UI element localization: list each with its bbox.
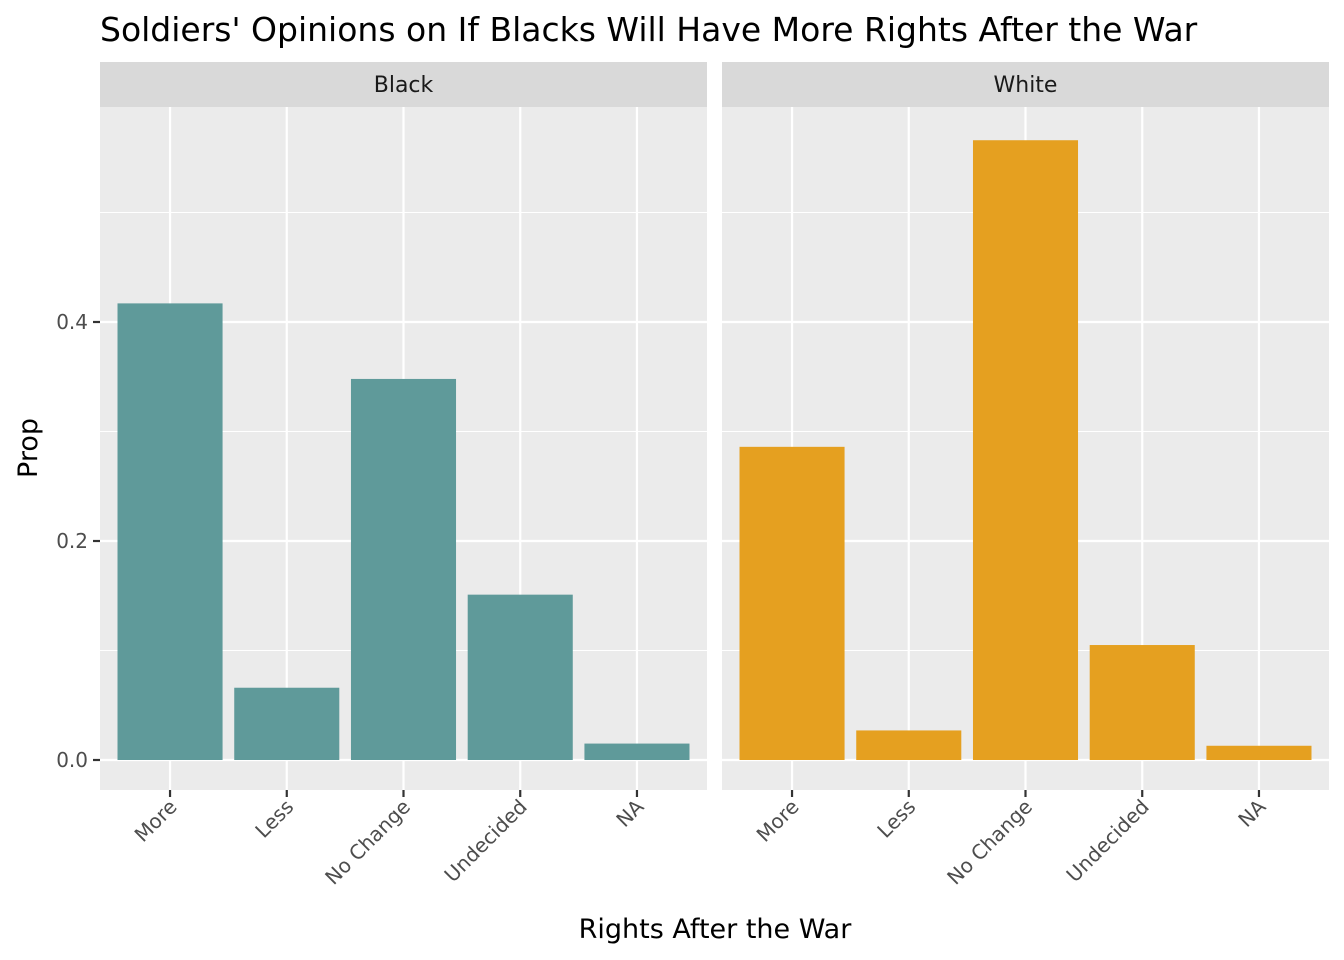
y-axis-title: Prop	[13, 418, 44, 478]
bar-black-na	[584, 743, 690, 760]
x-tick-label: NA	[1233, 794, 1270, 831]
y-axis: 0.0 0.2 0.4	[56, 310, 100, 772]
x-tick-label: NA	[611, 794, 648, 831]
strip-label-white: White	[994, 73, 1058, 98]
bar-white-more	[739, 446, 845, 760]
x-axis-title: Rights After the War	[579, 914, 853, 945]
bar-white-less	[856, 730, 962, 760]
x-tick-label: More	[130, 795, 182, 847]
strip-label-black: Black	[374, 73, 434, 98]
panels: Black More Less No Change Undecided NA White Mo…	[100, 62, 1329, 889]
strip-black	[100, 62, 707, 107]
bar-black-more	[117, 303, 223, 760]
chart-title: Soldiers' Opinions on If Blacks Will Hav…	[100, 10, 1198, 49]
x-tick-label: Undecided	[1061, 795, 1153, 887]
x-tick-label: Undecided	[439, 795, 531, 887]
y-tick-label: 0.0	[56, 748, 88, 772]
x-tick-label: More	[752, 795, 804, 847]
bar-white-undecided	[1089, 645, 1195, 760]
y-tick-label: 0.4	[56, 310, 88, 334]
strip-white	[722, 62, 1329, 107]
x-tick-label: Less	[872, 795, 920, 843]
bar-black-no-change	[350, 378, 457, 760]
x-tick-label: Less	[250, 795, 298, 843]
bar-white-no-change	[972, 140, 1079, 761]
x-tick-label: No Change	[942, 795, 1037, 890]
panel-white: White More Less No Change Undecided NA	[722, 62, 1329, 889]
y-tick-label: 0.2	[56, 529, 88, 553]
x-tick-label: No Change	[320, 795, 415, 890]
bar-black-undecided	[467, 594, 573, 760]
bar-black-less	[234, 687, 340, 760]
bar-white-na	[1206, 745, 1312, 760]
panel-black: Black More Less No Change Undecided NA	[100, 62, 707, 889]
